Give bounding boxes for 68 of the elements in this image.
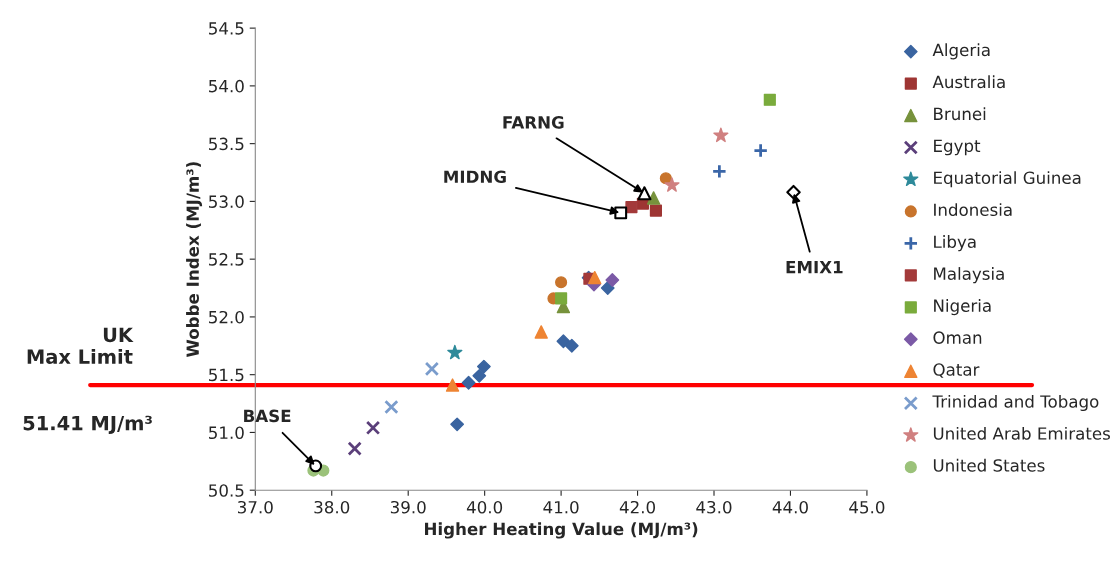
x-tick-label: 44.0 xyxy=(772,500,808,514)
legend-label: Indonesia xyxy=(934,203,1012,217)
y-tick-label: 50.5 xyxy=(209,484,244,497)
legend-label: Qatar xyxy=(933,363,980,378)
point xyxy=(309,459,323,473)
y-tick-label: 51.0 xyxy=(209,426,244,440)
legend-label: Algeria xyxy=(932,43,990,60)
point xyxy=(347,441,362,456)
y-tick-label: 53.0 xyxy=(209,195,244,208)
point xyxy=(649,204,662,217)
point xyxy=(476,359,491,374)
point xyxy=(625,201,638,214)
point xyxy=(556,334,571,349)
x-tick-label: 45.0 xyxy=(849,500,885,514)
legend-label: Egypt xyxy=(934,139,981,156)
point xyxy=(450,417,465,432)
y-tick-label: 54.5 xyxy=(209,22,244,35)
text: 51.41 MJ/m³ xyxy=(23,415,152,435)
legend-label: Australia xyxy=(932,75,1005,89)
legend-label: Brunei xyxy=(934,107,986,121)
point xyxy=(564,338,579,353)
annotation: BASE xyxy=(244,409,291,423)
x-tick-label: 43.0 xyxy=(696,500,732,514)
legend-label: Nigeria xyxy=(934,299,991,316)
legend-label: United States xyxy=(933,458,1045,472)
y-tick-label: 53.5 xyxy=(209,137,244,151)
x-tick-label: 41.0 xyxy=(543,500,579,514)
point xyxy=(763,93,776,106)
point xyxy=(713,127,729,143)
y-tick-label: 51.5 xyxy=(209,368,244,382)
legend-label: Malaysia xyxy=(934,267,1004,284)
point xyxy=(384,399,399,415)
x-axis-title: Higher Heating Value (MJ/m³) xyxy=(425,522,698,539)
legend-label: Libya xyxy=(934,235,976,252)
point xyxy=(461,375,476,390)
point xyxy=(605,273,620,287)
x-tick-label: 40.0 xyxy=(466,500,503,514)
legend-label: United Arab Emirates xyxy=(933,426,1110,440)
annotation: EMIX1 xyxy=(786,261,843,274)
legend-label: Oman xyxy=(933,331,982,344)
point xyxy=(447,344,463,360)
point xyxy=(588,270,602,285)
point xyxy=(711,163,727,179)
legend-label: Trinidad and Tobago xyxy=(932,394,1099,412)
point xyxy=(646,191,661,205)
legend-label: Equatorial Guinea xyxy=(934,171,1081,188)
x-tick-label: 42.0 xyxy=(619,500,655,514)
point xyxy=(445,378,460,392)
annotation: MIDNG xyxy=(444,170,506,184)
point xyxy=(637,186,652,201)
y-axis-title: Wobbe Index (MJ/m³) xyxy=(186,162,203,358)
y-tick-label: 52.5 xyxy=(209,253,244,266)
y-tick-label: 54.0 xyxy=(209,79,244,93)
x-tick-label: 39.0 xyxy=(390,500,426,514)
point xyxy=(555,292,568,305)
point xyxy=(472,368,487,383)
annotation: FARNG xyxy=(503,116,564,129)
point xyxy=(534,325,548,339)
point xyxy=(365,420,381,436)
x-tick-label: 37.0 xyxy=(238,500,273,514)
point xyxy=(424,361,440,377)
point xyxy=(664,177,680,192)
x-tick-label: 38.0 xyxy=(314,500,350,514)
point xyxy=(555,276,568,289)
point xyxy=(753,142,769,159)
y-tick-label: 52.0 xyxy=(209,310,244,324)
ref-line-label: UK Max Limit xyxy=(27,327,134,364)
point xyxy=(600,281,615,295)
